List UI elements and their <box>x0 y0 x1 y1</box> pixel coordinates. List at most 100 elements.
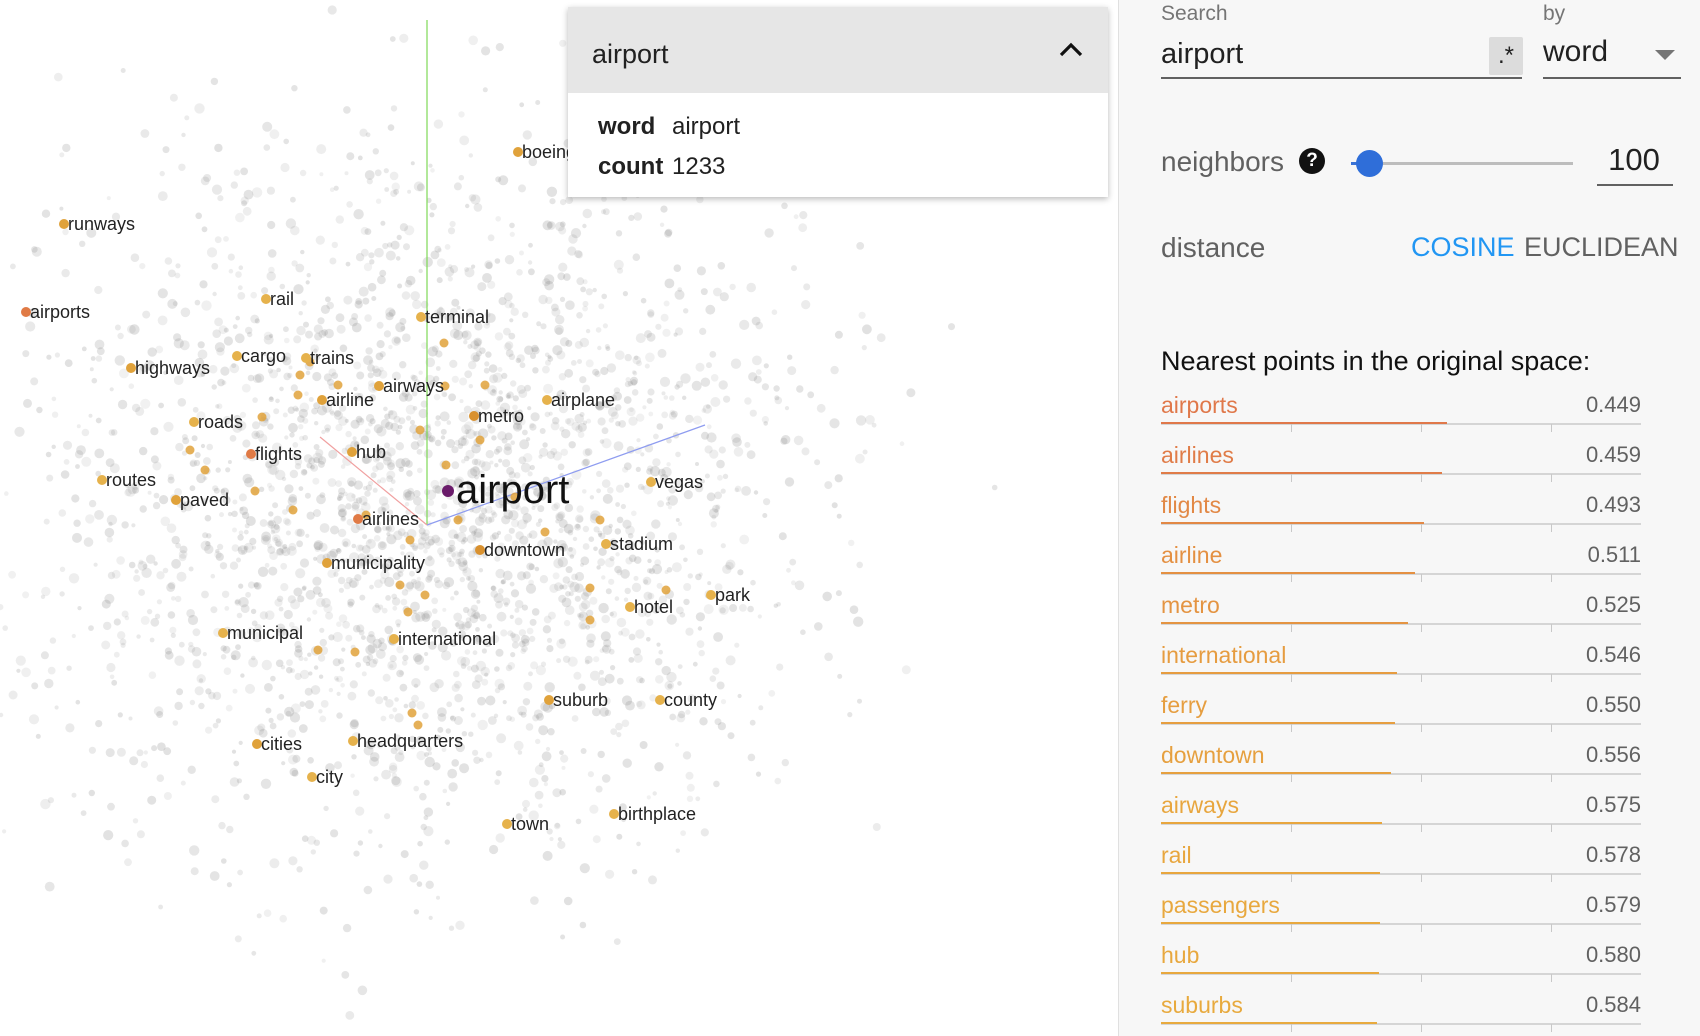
neighbor-point[interactable] <box>295 370 305 380</box>
neighbor-point[interactable] <box>439 338 449 348</box>
neighbor-point[interactable] <box>246 449 256 459</box>
neighbor-point[interactable] <box>347 447 357 457</box>
neighbor-point[interactable] <box>407 708 417 718</box>
neighbor-point[interactable] <box>171 495 181 505</box>
neighbor-point[interactable] <box>250 486 260 496</box>
neighbor-point[interactable] <box>322 558 332 568</box>
cosine-button[interactable]: COSINE <box>1411 232 1515 262</box>
neighbor-point[interactable] <box>625 602 635 612</box>
nearest-point-row[interactable]: flights 0.493 <box>1161 484 1641 534</box>
point-cloud[interactable] <box>0 0 1118 1036</box>
neighbor-point[interactable] <box>420 590 430 600</box>
nearest-point-word[interactable]: hub <box>1161 942 1200 968</box>
neighbor-point[interactable] <box>293 390 303 400</box>
nearest-point-word[interactable]: metro <box>1161 592 1220 618</box>
neighbor-point[interactable] <box>661 585 671 595</box>
neighbor-point[interactable] <box>200 465 210 475</box>
neighbor-point[interactable] <box>252 739 262 749</box>
neighbor-point[interactable] <box>189 417 199 427</box>
nearest-point-row[interactable]: airline 0.511 <box>1161 534 1641 584</box>
neighbor-point[interactable] <box>313 645 323 655</box>
nearest-point-word[interactable]: airline <box>1161 542 1223 568</box>
nearest-point-row[interactable]: suburbs 0.584 <box>1161 984 1641 1034</box>
neighbor-point[interactable] <box>502 819 512 829</box>
neighbor-point[interactable] <box>59 219 69 229</box>
neighbor-point[interactable] <box>706 590 716 600</box>
neighbor-point[interactable] <box>353 514 363 524</box>
neighbor-point[interactable] <box>609 809 619 819</box>
neighbor-point[interactable] <box>405 535 415 545</box>
nearest-point-row[interactable]: ferry 0.550 <box>1161 684 1641 734</box>
nearest-point-word[interactable]: rail <box>1161 842 1192 868</box>
neighbor-point[interactable] <box>513 147 523 157</box>
search-input[interactable] <box>1161 32 1461 76</box>
neighbor-point[interactable] <box>232 351 242 361</box>
neighbor-point[interactable] <box>415 425 425 435</box>
nearest-point-word[interactable]: international <box>1161 642 1287 668</box>
neighbor-point[interactable] <box>261 294 271 304</box>
neighbor-point[interactable] <box>348 736 358 746</box>
neighbor-point[interactable] <box>126 363 136 373</box>
nearest-point-row[interactable]: metro 0.525 <box>1161 584 1641 634</box>
neighbor-point[interactable] <box>416 312 426 322</box>
nearest-point-row[interactable]: airlines 0.459 <box>1161 434 1641 484</box>
neighbor-point[interactable] <box>317 395 327 405</box>
nearest-point-word[interactable]: passengers <box>1161 892 1280 918</box>
nearest-point-word[interactable]: airways <box>1161 792 1239 818</box>
regex-toggle-button[interactable]: .* <box>1489 37 1523 75</box>
neighbor-point[interactable] <box>440 381 450 391</box>
neighbor-point[interactable] <box>257 412 267 422</box>
neighbor-point[interactable] <box>655 695 665 705</box>
neighbor-point[interactable] <box>475 545 485 555</box>
nearest-point-word[interactable]: ferry <box>1161 692 1207 718</box>
chevron-up-icon[interactable] <box>1056 35 1086 65</box>
neighbor-point[interactable] <box>350 647 360 657</box>
nearest-point-row[interactable]: international 0.546 <box>1161 634 1641 684</box>
neighbor-point[interactable] <box>441 460 451 470</box>
neighbor-point[interactable] <box>288 505 298 515</box>
neighbor-point[interactable] <box>510 492 520 502</box>
nearest-point-row[interactable]: rail 0.578 <box>1161 834 1641 884</box>
search-by-select[interactable]: word <box>1543 32 1681 76</box>
neighbor-point[interactable] <box>453 515 463 525</box>
neighbor-point[interactable] <box>185 445 195 455</box>
neighbor-point[interactable] <box>389 634 399 644</box>
neighbor-point[interactable] <box>480 380 490 390</box>
nearest-point-word[interactable]: suburbs <box>1161 992 1243 1018</box>
selected-point[interactable] <box>442 485 454 497</box>
nearest-point-row[interactable]: airports 0.449 <box>1161 384 1641 434</box>
neighbor-point[interactable] <box>218 628 228 638</box>
nearest-point-word[interactable]: downtown <box>1161 742 1265 768</box>
nearest-point-word[interactable]: airlines <box>1161 442 1234 468</box>
nearest-point-row[interactable]: hub 0.580 <box>1161 934 1641 984</box>
neighbor-point[interactable] <box>413 720 423 730</box>
neighbor-point[interactable] <box>585 615 595 625</box>
neighbor-point[interactable] <box>361 510 371 520</box>
nearest-point-row[interactable]: airways 0.575 <box>1161 784 1641 834</box>
neighbor-point[interactable] <box>21 307 31 317</box>
neighbor-point[interactable] <box>475 435 485 445</box>
inspector-header[interactable]: airport <box>568 7 1108 93</box>
neighbor-point[interactable] <box>646 477 656 487</box>
neighbor-point[interactable] <box>97 475 107 485</box>
neighbors-slider-thumb[interactable] <box>1355 150 1383 177</box>
neighbors-slider-track[interactable] <box>1351 162 1573 165</box>
neighbor-point[interactable] <box>542 395 552 405</box>
nearest-point-word[interactable]: flights <box>1161 492 1222 518</box>
nearest-point-word[interactable]: airports <box>1161 392 1238 418</box>
nearest-point-row[interactable]: downtown 0.556 <box>1161 734 1641 784</box>
neighbor-point[interactable] <box>601 539 611 549</box>
neighbor-point[interactable] <box>403 607 413 617</box>
help-icon[interactable]: ? <box>1299 148 1325 174</box>
neighbor-point[interactable] <box>544 695 554 705</box>
neighbor-point[interactable] <box>595 515 605 525</box>
euclidean-button[interactable]: EUCLIDEAN <box>1524 232 1679 262</box>
neighbor-point[interactable] <box>301 353 311 363</box>
neighbor-point[interactable] <box>307 772 317 782</box>
neighbor-point[interactable] <box>395 580 405 590</box>
nearest-point-row[interactable]: passengers 0.579 <box>1161 884 1641 934</box>
neighbor-point[interactable] <box>333 380 343 390</box>
neighbor-point[interactable] <box>469 411 479 421</box>
neighbor-point[interactable] <box>374 381 384 391</box>
neighbor-point[interactable] <box>540 527 550 537</box>
